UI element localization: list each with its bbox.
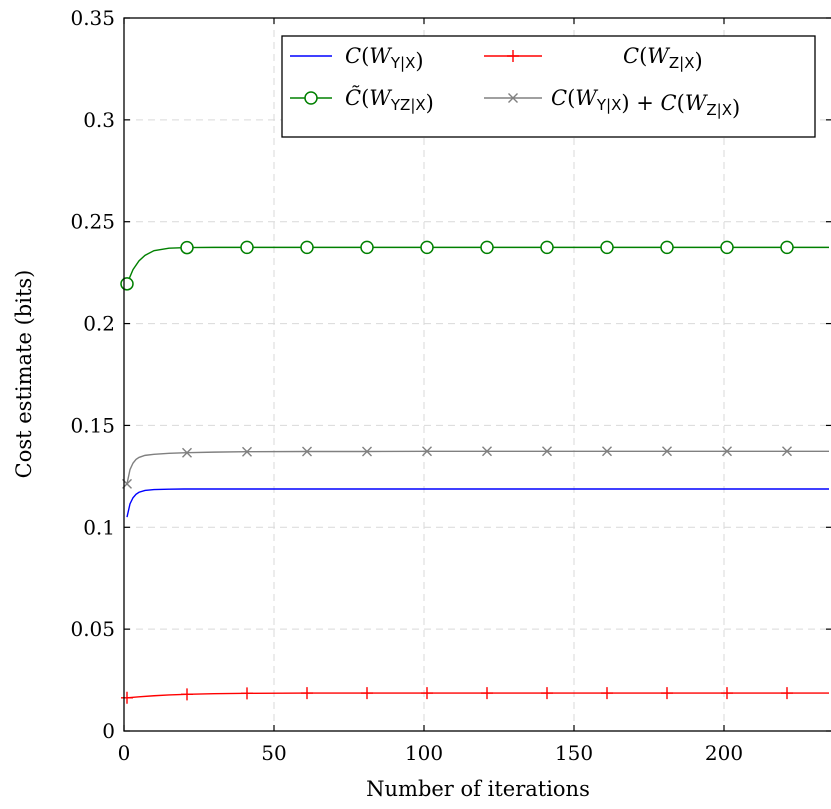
data-point-c-tilde-yz-given-x — [780, 240, 794, 255]
y-tick-label: 0.15 — [70, 413, 115, 437]
markers-layer — [120, 240, 794, 704]
y-axis-label: Cost estimate (bits) — [12, 270, 36, 479]
data-point-c-tilde-yz-given-x — [420, 240, 434, 255]
data-point-sum-c-y-c-z — [542, 446, 552, 457]
legend-item-c-tilde-yz-given-x: C̃(WYZ|X) — [290, 86, 434, 115]
data-point-c-tilde-yz-given-x — [240, 240, 254, 255]
data-point-c-tilde-yz-given-x — [600, 240, 614, 255]
data-point-c-tilde-yz-given-x — [660, 240, 674, 255]
data-point-c-tilde-yz-given-x — [480, 240, 494, 255]
y-tick-label: 0.3 — [83, 108, 115, 132]
x-tick-label: 100 — [405, 741, 443, 765]
data-point-c-tilde-yz-given-x — [300, 240, 314, 255]
data-point-c-z-given-x — [541, 687, 553, 700]
legend-box — [281, 35, 816, 138]
data-point-c-z-given-x — [121, 691, 133, 704]
legend-marker-c-tilde-yz-given-x — [304, 91, 318, 105]
data-point-c-z-given-x — [181, 688, 193, 701]
data-point-c-z-given-x — [661, 687, 673, 700]
data-point-c-tilde-yz-given-x — [720, 240, 734, 255]
grid-lines — [124, 18, 831, 731]
data-point-c-z-given-x — [721, 687, 733, 700]
data-point-c-z-given-x — [421, 687, 433, 700]
data-point-c-z-given-x — [241, 687, 253, 700]
legend-item-sum-c-y-c-z: C(WY|X) + C(WZ|X) — [484, 86, 740, 120]
legend-label-sum-c-y-c-z: C(WY|X) + C(WZ|X) — [551, 86, 740, 120]
legend-item-c-y-given-x: C(WY|X) — [290, 44, 424, 73]
data-point-sum-c-y-c-z — [662, 446, 672, 457]
x-axis-label: Number of iterations — [366, 777, 590, 801]
data-point-sum-c-y-c-z — [722, 446, 732, 457]
x-tick-label: 200 — [705, 741, 743, 765]
data-point-sum-c-y-c-z — [302, 446, 312, 457]
y-tick-label: 0.1 — [83, 515, 115, 539]
data-point-c-z-given-x — [781, 687, 793, 700]
legend: C(WY|X) C(WZ|X) C̃(WYZ|X) C(WY|X) + C(WZ|X) — [281, 35, 816, 138]
axis-ticks: 0 0.05 0.1 0.15 0.2 0.25 0.3 0.35 0 50 100 150 200 — [70, 6, 831, 765]
x-tick-label: 0 — [118, 741, 131, 765]
y-tick-label: 0.25 — [70, 210, 115, 234]
legend-label-c-y-given-x: C(WY|X) — [345, 44, 424, 73]
data-point-c-z-given-x — [601, 687, 613, 700]
y-tick-label: 0 — [102, 719, 115, 743]
y-tick-label: 0.35 — [70, 6, 115, 30]
legend-label-c-tilde-yz-given-x: C̃(WYZ|X) — [345, 86, 434, 115]
data-point-sum-c-y-c-z — [242, 446, 252, 457]
y-tick-label: 0.05 — [70, 617, 115, 641]
data-point-c-tilde-yz-given-x — [360, 240, 374, 255]
legend-marker-c-z-given-x — [507, 50, 519, 62]
data-point-sum-c-y-c-z — [422, 446, 432, 457]
legend-label-c-z-given-x: C(WZ|X) — [623, 44, 703, 73]
plot-frame — [123, 17, 831, 732]
x-tick-label: 50 — [261, 741, 286, 765]
data-point-c-z-given-x — [481, 687, 493, 700]
data-point-sum-c-y-c-z — [482, 446, 492, 457]
data-point-sum-c-y-c-z — [182, 447, 192, 458]
legend-item-c-z-given-x: C(WZ|X) — [484, 44, 703, 73]
data-point-sum-c-y-c-z — [782, 446, 792, 457]
legend-marker-sum-c-y-c-z — [508, 93, 518, 103]
y-tick-label: 0.2 — [83, 312, 115, 336]
x-tick-label: 150 — [555, 741, 593, 765]
data-point-c-tilde-yz-given-x — [180, 240, 194, 255]
data-point-c-tilde-yz-given-x — [540, 240, 554, 255]
series-line-c-y-given-x — [126, 488, 829, 518]
data-point-c-z-given-x — [301, 687, 313, 700]
data-point-sum-c-y-c-z — [602, 446, 612, 457]
data-point-c-z-given-x — [361, 687, 373, 700]
data-point-sum-c-y-c-z — [362, 446, 372, 457]
data-point-c-tilde-yz-given-x — [120, 277, 134, 291]
